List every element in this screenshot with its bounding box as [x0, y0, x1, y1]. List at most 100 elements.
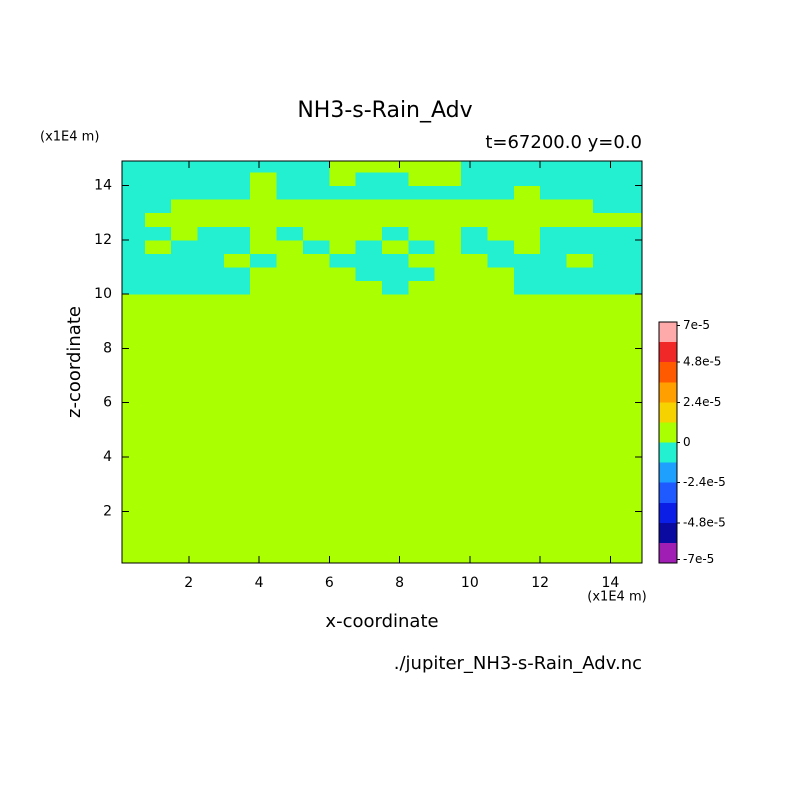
contour-cell: [355, 226, 383, 241]
contour-cell: [250, 171, 278, 187]
plot-frame: [121, 160, 643, 564]
colorbar-tick-label: -2.4e-5: [683, 475, 726, 489]
contour-cell: [540, 199, 568, 214]
colorbar-band: [659, 422, 677, 443]
contour-cell: [619, 199, 643, 214]
contour-cell: [540, 171, 568, 187]
contour-cell: [144, 171, 172, 187]
contour-cell: [540, 226, 568, 241]
contour-cell: [223, 266, 251, 282]
contour-cell: [276, 239, 304, 254]
contour-cell: [171, 294, 199, 564]
contour-cell: [329, 199, 357, 214]
contour-cell: [513, 294, 541, 564]
contour-cell: [434, 253, 462, 268]
contour-cell: [144, 212, 172, 227]
contour-cell: [171, 161, 199, 173]
colorbar-band: [659, 502, 677, 523]
contour-cell: [276, 280, 304, 295]
contour-cell: [461, 199, 489, 214]
contour-cell: [144, 253, 172, 268]
contour-cell: [223, 280, 251, 295]
contour-cell: [513, 266, 541, 282]
x-tick-label: 6: [325, 575, 334, 591]
contour-cell: [197, 171, 225, 187]
y-tick-label: 4: [103, 449, 112, 465]
chart-subtitle: t=67200.0 y=0.0: [485, 132, 642, 153]
contour-cell: [355, 161, 383, 173]
contour-cell: [171, 199, 199, 214]
contour-cell: [513, 199, 541, 214]
contour-cell: [250, 294, 278, 564]
contour-cell: [540, 266, 568, 282]
contour-cell: [122, 226, 146, 241]
contour-cell: [566, 226, 594, 241]
contour-cell: [122, 199, 146, 214]
contour-cell: [197, 199, 225, 214]
contour-cell: [592, 266, 620, 282]
contour-cell: [355, 266, 383, 282]
contour-cell: [276, 266, 304, 282]
contour-cell: [540, 239, 568, 254]
contour-cell: [513, 253, 541, 268]
contour-cell: [171, 185, 199, 200]
contour-cell: [434, 266, 462, 282]
contour-cell: [382, 185, 409, 200]
contour-cell: [382, 212, 409, 227]
contour-cell: [144, 185, 172, 200]
contour-cell: [250, 266, 278, 282]
contour-cell: [382, 161, 409, 173]
contour-cell: [382, 294, 409, 564]
contour-cell: [302, 199, 330, 214]
contour-cell: [566, 280, 594, 295]
contour-cell: [540, 212, 568, 227]
contour-cell: [434, 280, 462, 295]
contour-cell: [171, 212, 199, 227]
contour-cell: [408, 294, 436, 564]
contour-cell: [250, 280, 278, 295]
contour-cell: [144, 161, 172, 173]
contour-cell: [487, 161, 515, 173]
colorbar-tick-label: 0: [683, 435, 691, 449]
contour-cell: [619, 171, 643, 187]
contour-cell: [355, 199, 383, 214]
contour-cell: [329, 239, 357, 254]
contour-cell: [566, 185, 594, 200]
contour-cell: [250, 226, 278, 241]
contour-cell: [355, 185, 383, 200]
contour-cell: [355, 253, 383, 268]
contour-cell: [408, 212, 436, 227]
contour-cell: [513, 161, 541, 173]
y-axis-label: z-coordinate: [64, 306, 85, 418]
contour-cell: [434, 161, 462, 173]
contour-cell: [382, 266, 409, 282]
contour-cell: [197, 161, 225, 173]
contour-cell: [408, 171, 436, 187]
x-tick-label: 2: [184, 575, 193, 591]
contour-cell: [408, 161, 436, 173]
colorbar-band: [659, 442, 677, 463]
y-tick-label: 6: [103, 395, 112, 411]
contour-cell: [223, 199, 251, 214]
contour-cell: [487, 266, 515, 282]
contour-cell: [302, 266, 330, 282]
colorbar-tick-label: -4.8e-5: [683, 515, 726, 529]
contour-cell: [223, 171, 251, 187]
contour-cell: [223, 185, 251, 200]
contour-cell: [223, 226, 251, 241]
contour-cell: [122, 185, 146, 200]
y-unit: (x1E4 m): [40, 130, 99, 145]
contour-cell: [461, 185, 489, 200]
contour-cell: [434, 171, 462, 187]
contour-cell: [513, 212, 541, 227]
contour-cell: [171, 226, 199, 241]
contour-cell: [592, 161, 620, 173]
contour-cell: [408, 199, 436, 214]
contour-cell: [592, 212, 620, 227]
contour-cell: [122, 171, 146, 187]
contour-cell: [382, 199, 409, 214]
contour-cell: [302, 280, 330, 295]
contour-cell: [329, 171, 357, 187]
contour-cell: [171, 253, 199, 268]
contour-cell: [487, 239, 515, 254]
